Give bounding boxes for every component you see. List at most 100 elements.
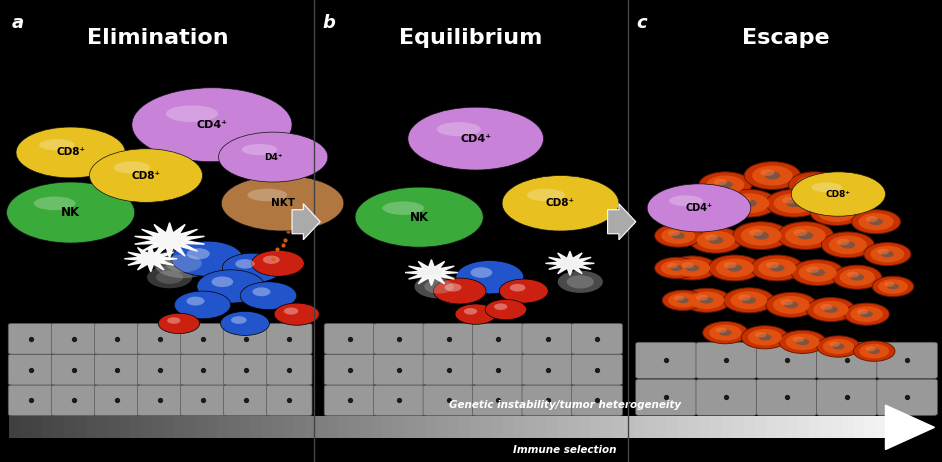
Circle shape [697, 231, 735, 249]
Bar [492, 416, 503, 438]
Circle shape [780, 299, 793, 305]
Circle shape [784, 301, 799, 309]
Circle shape [752, 165, 793, 186]
Ellipse shape [7, 182, 135, 243]
Circle shape [154, 249, 214, 278]
Circle shape [727, 264, 742, 272]
Bar [21, 416, 32, 438]
Bar [239, 416, 252, 438]
Circle shape [731, 292, 767, 309]
Circle shape [463, 308, 478, 315]
Circle shape [174, 291, 231, 319]
Circle shape [847, 188, 859, 195]
Bar [578, 416, 591, 438]
Circle shape [668, 256, 717, 280]
FancyBboxPatch shape [51, 323, 97, 354]
Bar [722, 416, 733, 438]
Circle shape [236, 259, 254, 268]
Circle shape [885, 282, 895, 287]
Ellipse shape [219, 132, 328, 182]
Circle shape [792, 336, 804, 342]
Circle shape [744, 162, 801, 189]
FancyBboxPatch shape [756, 342, 817, 378]
Circle shape [766, 262, 779, 268]
Circle shape [470, 267, 493, 278]
Circle shape [220, 311, 269, 335]
Circle shape [222, 253, 283, 283]
Circle shape [424, 279, 454, 294]
FancyBboxPatch shape [324, 385, 375, 416]
Circle shape [674, 259, 710, 277]
FancyBboxPatch shape [473, 385, 524, 416]
Bar [743, 416, 755, 438]
Circle shape [864, 243, 911, 266]
Circle shape [741, 297, 756, 304]
Circle shape [667, 263, 678, 268]
Bar [261, 416, 273, 438]
FancyBboxPatch shape [522, 323, 573, 354]
FancyBboxPatch shape [817, 379, 877, 415]
Circle shape [829, 341, 840, 347]
Bar [831, 416, 842, 438]
Circle shape [231, 316, 247, 324]
FancyBboxPatch shape [138, 385, 183, 416]
Circle shape [433, 278, 486, 304]
Bar [798, 416, 810, 438]
Bar [447, 416, 460, 438]
FancyBboxPatch shape [94, 323, 139, 354]
Circle shape [158, 313, 200, 334]
FancyBboxPatch shape [572, 385, 623, 416]
FancyBboxPatch shape [522, 385, 573, 416]
Bar [305, 416, 317, 438]
Circle shape [668, 293, 698, 308]
Circle shape [785, 225, 826, 246]
Bar [86, 416, 98, 438]
FancyBboxPatch shape [138, 323, 183, 354]
FancyBboxPatch shape [324, 323, 375, 354]
FancyBboxPatch shape [374, 323, 425, 354]
Circle shape [824, 306, 837, 313]
Bar [841, 416, 853, 438]
Circle shape [690, 227, 742, 253]
Bar [765, 416, 777, 438]
Bar [119, 416, 131, 438]
Circle shape [252, 287, 270, 296]
Circle shape [728, 193, 770, 213]
Bar [382, 416, 394, 438]
FancyBboxPatch shape [94, 354, 139, 385]
Circle shape [240, 282, 297, 310]
FancyBboxPatch shape [138, 354, 183, 385]
Bar [393, 416, 405, 438]
Bar [513, 416, 525, 438]
Circle shape [858, 213, 894, 231]
Circle shape [252, 250, 304, 276]
Bar [568, 416, 580, 438]
FancyBboxPatch shape [324, 354, 375, 385]
Ellipse shape [34, 196, 75, 210]
Bar [9, 416, 22, 438]
Circle shape [499, 279, 548, 303]
FancyArrow shape [885, 405, 934, 450]
Bar [623, 416, 635, 438]
Bar [338, 416, 349, 438]
Circle shape [779, 330, 826, 353]
Bar [218, 416, 230, 438]
Bar [228, 416, 240, 438]
Bar [480, 416, 492, 438]
Circle shape [765, 172, 780, 179]
Circle shape [758, 334, 771, 340]
Text: CD4⁺: CD4⁺ [686, 203, 712, 213]
Circle shape [494, 304, 508, 310]
Bar [360, 416, 372, 438]
Circle shape [674, 296, 685, 301]
Bar [820, 416, 832, 438]
Circle shape [881, 251, 894, 257]
Bar [601, 416, 612, 438]
Circle shape [737, 197, 751, 204]
Circle shape [833, 344, 844, 349]
Bar [53, 416, 65, 438]
Circle shape [668, 230, 680, 236]
Text: a: a [11, 14, 24, 32]
Text: Genetic instability/tumor heterogeneity: Genetic instability/tumor heterogeneity [449, 400, 681, 410]
Circle shape [877, 249, 889, 255]
